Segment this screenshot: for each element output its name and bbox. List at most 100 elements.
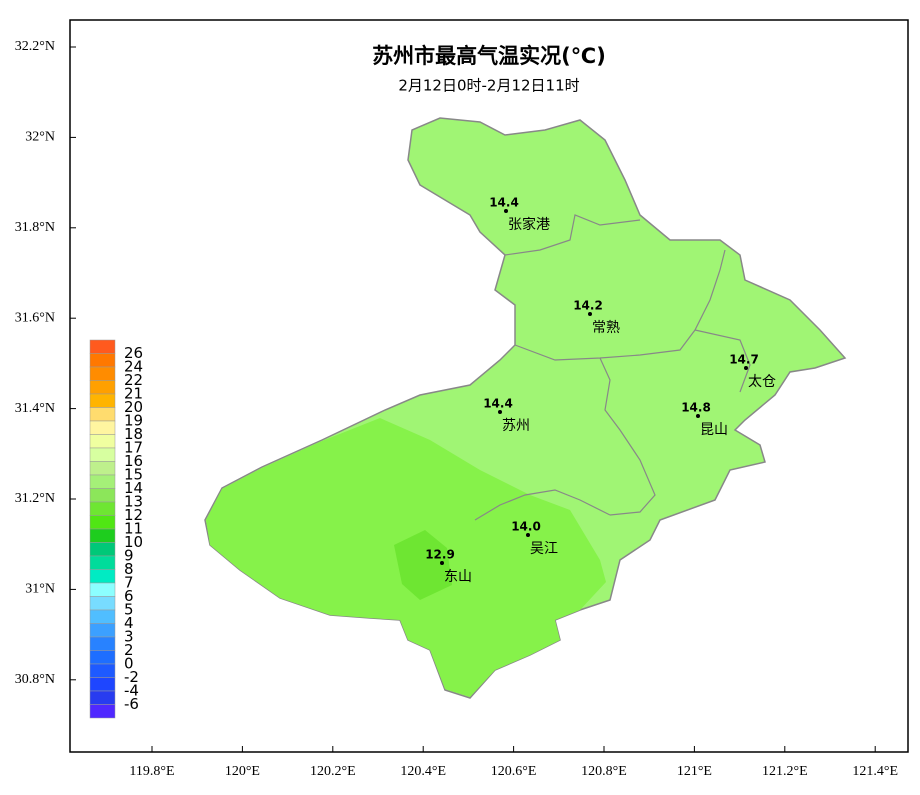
legend-swatch	[89, 528, 116, 543]
legend-swatch	[89, 582, 116, 597]
legend-swatch	[89, 380, 116, 395]
lon-tick-label: 120.6°E	[491, 764, 537, 779]
legend-swatch	[89, 596, 116, 611]
legend-swatch	[89, 366, 116, 381]
legend-label: 16	[124, 452, 143, 470]
legend-swatch	[89, 353, 116, 368]
lon-tick-label: 120°E	[225, 764, 260, 779]
legend-label: 12	[124, 506, 143, 524]
legend-label: 8	[124, 560, 134, 578]
station-name: 太仓	[748, 374, 776, 390]
legend-swatch	[89, 677, 116, 692]
legend-label: 15	[124, 466, 143, 484]
station-dot	[696, 414, 700, 418]
legend-label: 2	[124, 641, 134, 659]
station-value: 14.2	[573, 299, 603, 313]
legend-swatch	[89, 663, 116, 678]
legend-label: 18	[124, 425, 143, 443]
legend-swatch	[89, 569, 116, 584]
legend-swatch	[89, 339, 116, 354]
legend-label: 6	[124, 587, 134, 605]
map-subtitle: 2月12日0时-2月12日11时	[398, 77, 579, 95]
stations: 14.4 张家港 14.2 常熟 14.7 太仓 14.8 昆山 14.4 苏州 14.0 吴江 12.…	[425, 196, 776, 586]
lat-tick-label: 30.8°N	[15, 672, 55, 687]
legend-label: 7	[124, 574, 134, 592]
station-dot	[440, 561, 444, 565]
legend-swatch	[89, 407, 116, 422]
lat-tick-label: 31.4°N	[15, 401, 55, 416]
legend-label: 22	[124, 371, 143, 389]
legend-swatch	[89, 623, 116, 638]
legend-label: 17	[124, 439, 143, 457]
station-value: 14.4	[483, 397, 513, 411]
station-value: 14.7	[729, 353, 759, 367]
station-value: 14.4	[489, 196, 519, 210]
station-dot	[588, 312, 592, 316]
station-dot	[526, 533, 530, 537]
legend-swatch	[89, 434, 116, 449]
lat-tick-label: 31°N	[25, 582, 55, 597]
lat-tick-label: 31.2°N	[15, 491, 55, 506]
station-name: 常熟	[592, 320, 620, 336]
legend-label: 0	[124, 655, 134, 673]
region-cool	[394, 530, 452, 600]
station-dot	[744, 366, 748, 370]
legend-label: 24	[124, 358, 143, 376]
legend-label: 20	[124, 398, 143, 416]
station-name: 昆山	[700, 422, 728, 438]
station-dot	[504, 209, 508, 213]
lat-tick-label: 32°N	[25, 130, 55, 145]
legend-swatch	[89, 447, 116, 462]
legend-label: -6	[124, 695, 139, 713]
lon-tick-label: 121°E	[677, 764, 712, 779]
lon-tick-label: 120.2°E	[310, 764, 356, 779]
lat-tick-label: 31.8°N	[15, 220, 55, 235]
district-borders	[474, 214, 751, 521]
station-value: 14.0	[511, 520, 541, 534]
legend-swatch	[89, 501, 116, 516]
legend-swatch	[89, 650, 116, 665]
station-name: 东山	[444, 569, 472, 585]
legend-swatch	[89, 555, 116, 570]
station-name: 苏州	[502, 418, 530, 434]
station-value: 14.8	[681, 401, 711, 415]
legend-label: 11	[124, 520, 143, 538]
station-name: 吴江	[530, 541, 558, 557]
lon-tick-label: 121.2°E	[762, 764, 808, 779]
station-dot	[498, 410, 502, 414]
legend-swatch	[89, 542, 116, 557]
legend-label: 4	[124, 614, 134, 632]
legend-label: -4	[124, 682, 139, 700]
lon-tick-label: 120.8°E	[581, 764, 627, 779]
legend: 262422212019181716151413121110987654320-…	[89, 339, 143, 719]
legend-swatch	[89, 515, 116, 530]
legend-label: 19	[124, 412, 143, 430]
legend-label: 3	[124, 628, 134, 646]
lat-tick-label: 32.2°N	[15, 39, 55, 54]
legend-label: 14	[124, 479, 143, 497]
lon-tick-label: 121.4°E	[852, 764, 898, 779]
legend-swatch	[89, 690, 116, 705]
legend-swatch	[89, 704, 116, 719]
station-name: 张家港	[508, 216, 550, 233]
lat-tick-label: 31.6°N	[15, 310, 55, 325]
legend-swatch	[89, 420, 116, 435]
legend-swatch	[89, 474, 116, 489]
legend-swatch	[89, 488, 116, 503]
legend-label: 5	[124, 601, 134, 619]
legend-label: 26	[124, 344, 143, 362]
legend-label: 10	[124, 533, 143, 551]
legend-swatch	[89, 609, 116, 624]
legend-label: 9	[124, 547, 134, 565]
lon-tick-label: 120.4°E	[400, 764, 446, 779]
lon-tick-label: 119.8°E	[129, 764, 174, 779]
legend-swatch	[89, 461, 116, 476]
station-value: 12.9	[425, 548, 455, 562]
legend-label: -2	[124, 668, 139, 686]
legend-label: 21	[124, 385, 143, 403]
legend-swatch	[89, 636, 116, 651]
legend-swatch	[89, 393, 116, 408]
legend-label: 13	[124, 493, 143, 511]
map-title: 苏州市最高气温实况(℃)	[372, 44, 606, 68]
